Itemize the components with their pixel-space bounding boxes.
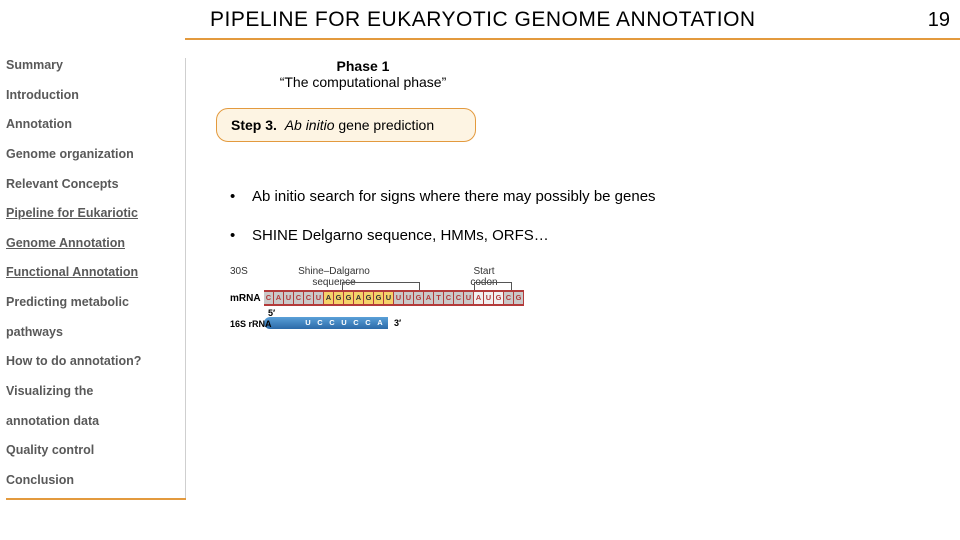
seq-base: G bbox=[344, 292, 354, 304]
seq-base: A bbox=[424, 292, 434, 304]
rrna-bar: 16S rRNA UCCUCCA 3′ bbox=[264, 317, 550, 329]
shine-dalgarno-diagram: 30S Shine–Dalgarnosequence Startcodon mR… bbox=[230, 266, 550, 329]
seq-base: G bbox=[364, 292, 374, 304]
step-box: Step 3. Ab initio gene prediction bbox=[216, 108, 476, 142]
seq-base: G bbox=[374, 292, 384, 304]
rrna-label: 16S rRNA bbox=[230, 319, 272, 329]
sidebar-item[interactable]: Functional Annotation bbox=[6, 265, 181, 281]
seq-base: U bbox=[484, 292, 494, 304]
mrna-sequence-bar: CAUCCUAGGAGGUUUGATCCUAUGCG bbox=[264, 290, 524, 306]
seq-base: C bbox=[294, 292, 304, 304]
phase-line2: “The computational phase” bbox=[258, 74, 468, 90]
seq-base: U bbox=[284, 292, 294, 304]
seq-base: A bbox=[274, 292, 284, 304]
seq-base: C bbox=[264, 292, 274, 304]
seq-base: A bbox=[324, 292, 334, 304]
content-area: Phase 1 “The computational phase” Step 3… bbox=[210, 58, 945, 329]
seq-base: C bbox=[304, 292, 314, 304]
sidebar-item[interactable]: Annotation bbox=[6, 117, 181, 133]
bullet-item: •SHINE Delgarno sequence, HMMs, ORFS… bbox=[230, 227, 945, 244]
sidebar-bottom-rule bbox=[6, 498, 186, 500]
label-30s: 30S bbox=[230, 266, 278, 288]
sidebar-item[interactable]: Predicting metabolic bbox=[6, 295, 181, 311]
sidebar-item[interactable]: Pipeline for Eukariotic bbox=[6, 206, 181, 222]
seq-base: A bbox=[474, 292, 484, 304]
sidebar-item[interactable]: Genome organization bbox=[6, 147, 181, 163]
phase-line1: Phase 1 bbox=[258, 58, 468, 74]
step-verb: Ab initio bbox=[285, 117, 335, 133]
seq-base: U bbox=[384, 292, 394, 304]
sidebar-item[interactable]: Quality control bbox=[6, 443, 181, 459]
step-rest: gene prediction bbox=[335, 117, 435, 133]
sidebar-item[interactable]: Summary bbox=[6, 58, 181, 74]
rrna-base: C bbox=[314, 317, 326, 329]
rrna-base: A bbox=[374, 317, 386, 329]
rrna-base: C bbox=[350, 317, 362, 329]
sidebar-item[interactable]: Visualizing the bbox=[6, 384, 181, 400]
bullet-item: •Ab initio search for signs where there … bbox=[230, 188, 945, 205]
seq-base: T bbox=[434, 292, 444, 304]
seq-base: C bbox=[504, 292, 514, 304]
rrna-base: U bbox=[338, 317, 350, 329]
seq-base: G bbox=[514, 292, 524, 304]
sd-bracket bbox=[342, 282, 420, 290]
phase-header: Phase 1 “The computational phase” bbox=[258, 58, 945, 90]
seq-base: U bbox=[404, 292, 414, 304]
sidebar-item[interactable]: pathways bbox=[6, 325, 181, 341]
step-label: Step 3. bbox=[231, 117, 277, 133]
rrna-base: C bbox=[362, 317, 374, 329]
seq-base: A bbox=[354, 292, 364, 304]
seq-base: G bbox=[494, 292, 504, 304]
rrna-base: U bbox=[302, 317, 314, 329]
slide-number: 19 bbox=[928, 9, 950, 32]
seq-base: C bbox=[454, 292, 464, 304]
seq-base: G bbox=[414, 292, 424, 304]
rrna-base: C bbox=[326, 317, 338, 329]
seq-base: G bbox=[334, 292, 344, 304]
seq-base: C bbox=[444, 292, 454, 304]
sidebar-item[interactable]: annotation data bbox=[6, 414, 181, 430]
seq-base: U bbox=[464, 292, 474, 304]
title-underline bbox=[185, 38, 960, 40]
sidebar-item[interactable]: Relevant Concepts bbox=[6, 177, 181, 193]
seq-base: U bbox=[314, 292, 324, 304]
sidebar: Summary Introduction Annotation Genome orga… bbox=[6, 58, 186, 498]
sidebar-item[interactable]: Introduction bbox=[6, 88, 181, 104]
mrna-label: mRNA bbox=[230, 293, 264, 304]
start-bracket bbox=[474, 282, 512, 290]
sidebar-item[interactable]: Genome Annotation bbox=[6, 236, 181, 252]
seq-base: U bbox=[394, 292, 404, 304]
page-title: PIPELINE FOR EUKARYOTIC GENOME ANNOTATIO… bbox=[210, 8, 756, 32]
sidebar-item[interactable]: How to do annotation? bbox=[6, 354, 181, 370]
bullet-list: •Ab initio search for signs where there … bbox=[230, 188, 945, 244]
three-prime: 3′ bbox=[394, 318, 401, 328]
sidebar-item[interactable]: Conclusion bbox=[6, 473, 181, 489]
